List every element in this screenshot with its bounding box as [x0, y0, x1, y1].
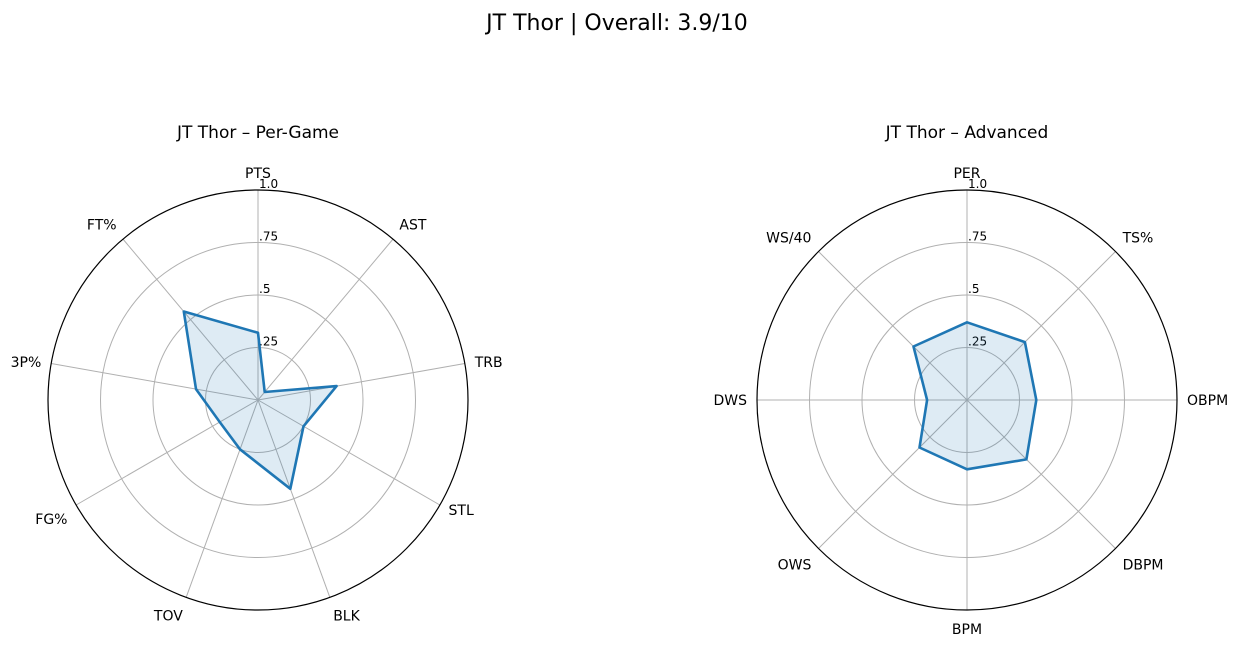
category-label: TRB — [474, 355, 503, 371]
radial-tick-label: .25 — [259, 335, 278, 349]
category-label: BPM — [952, 622, 982, 638]
grid-spoke — [966, 251, 1116, 401]
category-label: WS/40 — [766, 230, 811, 246]
category-label: 3P% — [11, 355, 42, 371]
category-label: FG% — [35, 512, 67, 528]
grid-spoke — [185, 399, 259, 598]
category-label: TS% — [1122, 230, 1154, 246]
series-line — [912, 320, 1038, 471]
category-label: DWS — [713, 393, 747, 409]
grid-spoke — [75, 399, 259, 506]
figure-title: JT Thor | Overall: 3.9/10 — [484, 11, 748, 36]
grid-spoke — [818, 251, 968, 401]
series-line — [182, 310, 338, 491]
grid-spoke — [257, 363, 465, 401]
grid-spoke — [257, 238, 394, 401]
polar-frame — [756, 189, 1178, 611]
radial-tick-label: .5 — [259, 282, 270, 296]
category-label: STL — [449, 503, 474, 519]
category-label: PTS — [245, 166, 271, 182]
grid-spoke — [257, 399, 441, 506]
category-label: BLK — [333, 609, 360, 625]
category-label: TOV — [153, 609, 183, 625]
grid-spoke — [257, 399, 331, 598]
category-label: FT% — [87, 218, 117, 234]
polar-frame — [47, 189, 469, 611]
grid-spoke — [966, 399, 1116, 549]
category-label: OBPM — [1187, 393, 1228, 409]
category-label: DBPM — [1123, 558, 1164, 574]
radial-tick-label: .75 — [259, 230, 278, 244]
category-label: AST — [399, 218, 426, 234]
grid-spoke — [122, 238, 259, 401]
radial-tick-label: 1.0 — [259, 177, 278, 191]
radial-tick-label: .75 — [968, 230, 987, 244]
grid-spoke — [818, 399, 968, 549]
category-label: PER — [953, 166, 980, 182]
grid-spoke — [51, 363, 259, 401]
series-area — [913, 322, 1037, 470]
category-label: OWS — [778, 558, 812, 574]
advanced-title: JT Thor – Advanced — [885, 123, 1049, 143]
radial-tick-label: .25 — [968, 335, 987, 349]
radial-tick-label: .5 — [968, 282, 979, 296]
radial-tick-label: 1.0 — [968, 177, 987, 191]
per-game-title: JT Thor – Per-Game — [176, 123, 339, 143]
